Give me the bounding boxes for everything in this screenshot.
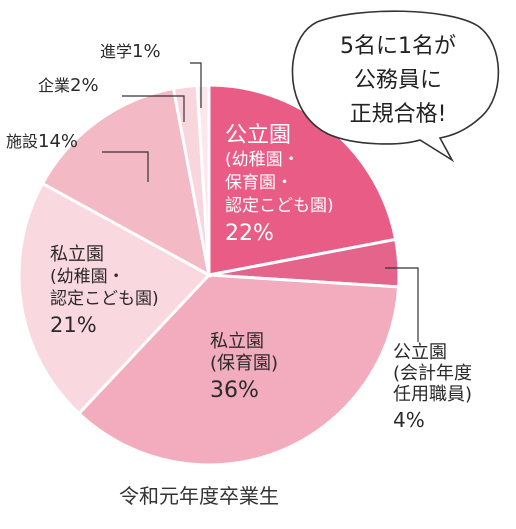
slice-percent: 1%	[132, 41, 161, 62]
slice-percent: 22%	[225, 221, 274, 246]
slice-label-line: (会計年度	[393, 363, 472, 384]
slice-label-line: 認定こども園)	[225, 196, 334, 216]
slice-labels: 公立園(幼稚園・保育園・認定こども園) 22%公立園(会計年度任用職員) 4%私立園…	[6, 41, 472, 432]
slice-label: 企業2%	[38, 75, 99, 96]
pie-slice	[76, 273, 401, 467]
slice-label-line: (保育園)	[210, 353, 278, 374]
slice-percent: 2%	[70, 75, 99, 96]
slice-label-line: 認定こども園)	[50, 289, 159, 309]
slice-label: 私立園(保育園) 36%	[210, 331, 278, 403]
slice-label-line: 任用職員)	[393, 384, 472, 405]
slice-percent: 21%	[50, 313, 97, 337]
callout-bubble: 5名に1名が 公務員に 正規合格!	[291, 10, 500, 163]
slice-label-line: 公立園	[393, 342, 447, 363]
callout-line-2: 公務員に	[354, 68, 442, 93]
pie-slice	[40, 86, 212, 278]
slice-label: 私立園(幼稚園・認定こども園) 21%	[50, 244, 159, 337]
leader-lines	[102, 62, 419, 342]
slice-label-line: 進学	[100, 42, 132, 61]
pie-slice	[195, 83, 211, 276]
slice-label-line: 公立園	[225, 123, 291, 148]
slice-label-line: 保育園・	[225, 173, 293, 193]
slice-label-line: 私立園	[50, 244, 104, 265]
slice-label: 施設14%	[6, 131, 78, 152]
slice-label: 進学1%	[100, 41, 161, 62]
slice-label-line: 私立園	[210, 331, 264, 352]
slice-label-line: 企業	[38, 76, 70, 95]
pie-slices	[17, 83, 401, 467]
callout-line-1: 5名に1名が	[340, 34, 456, 59]
leader-line	[385, 267, 419, 342]
slice-percent: 36%	[210, 378, 259, 403]
slice-label-line: (幼稚園・	[225, 150, 300, 170]
leader-line	[190, 62, 202, 108]
slice-label: 公立園(会計年度任用職員) 4%	[393, 342, 472, 432]
callout-line-3: 正規合格!	[350, 102, 447, 127]
leader-line	[122, 95, 185, 122]
pie-slice	[17, 181, 212, 416]
chart-caption: 令和元年度卒業生	[119, 484, 279, 508]
slice-label-line: (幼稚園・	[50, 267, 125, 287]
slice-percent: 14%	[38, 131, 78, 152]
slice-percent: 4%	[393, 408, 425, 432]
slice-label-line: 施設	[6, 132, 38, 151]
leader-line	[102, 151, 149, 182]
slice-label: 公立園(幼稚園・保育園・認定こども園) 22%	[225, 123, 334, 246]
